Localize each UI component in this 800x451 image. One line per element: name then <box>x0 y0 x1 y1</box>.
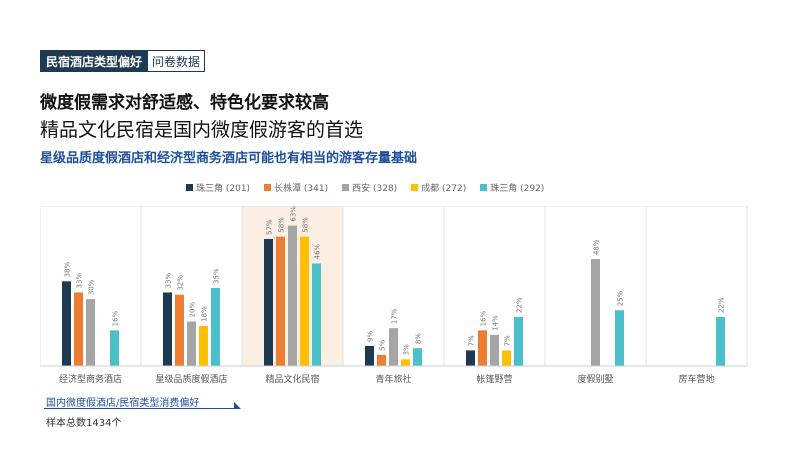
bar-value-label: 58% <box>302 217 310 233</box>
bar-value-label: 7% <box>504 335 512 346</box>
bar-value-label: 38% <box>64 261 72 277</box>
legend-item-0: 珠三角 (201) <box>186 181 250 194</box>
legend-item-1: 长株潭 (341) <box>264 181 328 194</box>
legend-label: 成都 (272) <box>421 184 467 194</box>
bar <box>389 328 398 366</box>
chart-source-note: 国内微度假酒店/民宿类型消费偏好 <box>46 398 200 409</box>
bar-value-label: 57% <box>266 219 274 235</box>
bar-chart: 38% 33% 30% 16% 经济型商务酒店 33% 32% 20% 18% 35% 星级品质度假… <box>40 206 748 385</box>
bar <box>413 348 422 366</box>
bar-value-label: 14% <box>492 315 500 331</box>
bar-value-label: 46% <box>314 244 322 260</box>
legend-item-2: 西安 (328) <box>342 181 397 194</box>
category-label: 青年旅社 <box>375 373 411 385</box>
subheadline: 精品文化民宿是国内微度假游客的首选 <box>40 119 364 141</box>
bar <box>401 359 410 366</box>
bar-value-label: 17% <box>391 308 399 324</box>
legend-item-4: 珠三角 (292) <box>480 181 544 194</box>
bar <box>365 345 374 366</box>
bar <box>187 321 196 366</box>
bar <box>300 236 309 366</box>
section-tag-primary: 民宿酒店类型偏好 <box>40 50 149 72</box>
bar-value-label: 16% <box>480 310 488 326</box>
bar <box>490 334 499 366</box>
section-tag: 民宿酒店类型偏好 问卷数据 <box>40 50 206 72</box>
bar-value-label: 35% <box>213 268 221 284</box>
bar-value-label: 5% <box>379 339 387 350</box>
legend-label: 珠三角 (201) <box>196 184 251 194</box>
section-tag-secondary: 问卷数据 <box>148 50 206 72</box>
bar <box>312 263 321 366</box>
legend-label: 西安 (328) <box>352 184 398 194</box>
bar <box>86 299 95 366</box>
legend-label: 长株潭 (341) <box>274 184 329 194</box>
bar <box>377 354 386 366</box>
legend-swatch <box>480 184 488 191</box>
category-label: 星级品质度假酒店 <box>155 373 227 385</box>
bar <box>466 350 475 366</box>
bar <box>211 288 220 366</box>
bar-value-label: 32% <box>177 275 185 291</box>
category-label: 房车营地 <box>678 373 714 385</box>
bar <box>74 292 83 366</box>
bar-value-label: 33% <box>76 273 84 289</box>
legend-swatch <box>411 184 419 191</box>
bar-value-label: 30% <box>88 279 96 295</box>
category-label: 经济型商务酒店 <box>59 373 122 385</box>
category-label: 精品文化民宿 <box>265 373 319 385</box>
bar-value-label: 18% <box>201 306 209 322</box>
bar <box>199 325 208 366</box>
bar <box>591 259 600 366</box>
legend-swatch <box>186 184 193 191</box>
sample-size-note: 样本总数1434个 <box>46 418 122 429</box>
legend-item-3: 成都 (272) <box>411 181 466 194</box>
bar <box>514 316 523 366</box>
bar-value-label: 9% <box>367 330 375 341</box>
bar-value-label: 22% <box>718 297 726 313</box>
bar <box>276 236 285 366</box>
bar-value-label: 3% <box>403 344 411 355</box>
bar-value-label: 22% <box>516 297 524 313</box>
bar <box>110 330 119 366</box>
bar-value-label: 25% <box>617 290 625 306</box>
legend-swatch <box>264 184 272 191</box>
chart-legend: 珠三角 (201) 长株潭 (341) 西安 (328) 成都 (272) 珠三角 (2… <box>186 181 544 194</box>
bar-value-label: 8% <box>415 333 423 344</box>
bar <box>175 294 184 366</box>
bar-value-label: 48% <box>593 239 601 255</box>
legend-swatch <box>342 184 350 191</box>
bar <box>163 292 172 366</box>
bar <box>62 281 71 366</box>
legend-label: 珠三角 (292) <box>490 184 545 194</box>
bar-value-label: 20% <box>189 302 197 318</box>
bar <box>716 316 725 366</box>
category-label: 帐篷野营 <box>476 373 512 385</box>
bar <box>615 310 624 366</box>
bar-value-label: 33% <box>165 273 173 289</box>
bar <box>288 225 297 366</box>
bar-value-label: 16% <box>112 310 120 326</box>
headline: 微度假需求对舒适感、特色化要求较高 <box>40 93 329 113</box>
category-panel <box>645 206 748 367</box>
category-label: 度假别墅 <box>577 373 613 385</box>
footer-triangle-icon <box>234 402 241 409</box>
bar-value-label: 58% <box>278 217 286 233</box>
bar <box>502 350 511 366</box>
bar-value-label: 63% <box>290 206 298 222</box>
footer-underline <box>44 408 234 409</box>
insight-text: 星级品质度假酒店和经济型商务酒店可能也有相当的游客存量基础 <box>40 151 418 166</box>
bar <box>478 330 487 366</box>
bar-value-label: 7% <box>468 335 476 346</box>
bar <box>264 238 273 366</box>
